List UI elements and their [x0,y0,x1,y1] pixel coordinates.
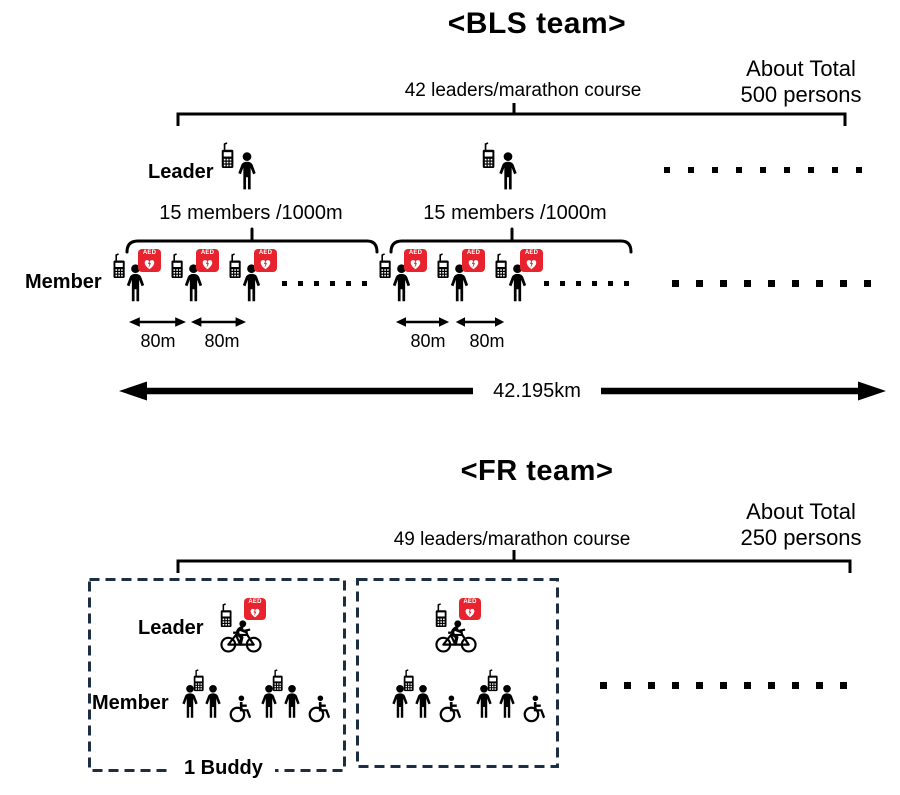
person-icon [495,680,519,723]
fr-unit-box [356,578,559,768]
bls-total-line1: About Total [746,56,856,81]
aed-icon: AED [138,249,161,272]
fr-total-line1: About Total [746,499,856,524]
wheelchair-icon [437,695,462,723]
fr-buddy-group [388,666,463,724]
wheelchair-icon [521,695,546,723]
fr-buddy-group [178,666,253,724]
aed-icon: AED [254,249,277,272]
fr-total-line2: 250 persons [740,525,862,550]
aed-icon: AED [459,598,481,620]
aed-icon: AED [520,249,543,272]
bls-members-brace-left [125,227,379,254]
aed-icon: AED [244,598,266,620]
aed-icon-label: AED [142,250,157,256]
fr-buddy-label: 1 Buddy [172,757,275,780]
cyclist-icon [430,620,482,653]
person-icon [201,680,225,723]
aed-icon-label: AED [463,599,477,605]
bls-member-unit: AED [434,248,486,304]
fr-leader-label: Leader [138,617,204,639]
spacing-label: 80m [140,331,176,351]
fr-leader-unit: AED [215,596,269,656]
bls-member-label: Member [25,271,102,293]
fr-title: <FR team> [460,455,614,487]
bls-leaders-bracket [176,103,847,126]
aed-icon: AED [196,249,219,272]
bls-total-line2: 500 persons [740,82,862,107]
spacing-arrow [395,315,450,329]
bls-leader-unit [220,140,264,190]
bls-member-unit: AED [376,248,428,304]
bls-members-note-left: 15 members /1000m [159,202,343,224]
fr-buddy-group [472,666,547,724]
spacing-label: 80m [469,331,505,351]
aed-icon-label: AED [466,250,481,256]
bls-title: <BLS team> [447,7,627,40]
bls-member-unit: AED [226,248,278,304]
fr-total-note: About Total 250 persons [722,499,880,551]
wheelchair-icon [306,695,331,723]
ellipsis-dots [600,682,847,689]
person-icon [472,680,496,723]
bls-total-note: About Total 500 persons [722,56,880,108]
wheelchair-icon [227,695,252,723]
course-length-arrow [119,381,886,401]
bls-leader-unit [481,140,525,190]
bls-leader-label: Leader [148,161,214,183]
person-icon [280,680,304,723]
spacing-arrow [190,315,247,329]
fr-buddy-group [257,666,332,724]
spacing-arrow [455,315,505,329]
bls-member-unit: AED [168,248,220,304]
aed-icon-label: AED [200,250,215,256]
ellipsis-dots [672,280,871,287]
ellipsis-dots [544,281,629,286]
bls-member-unit: AED [110,248,162,304]
bls-members-brace-right [389,227,633,254]
person-icon [233,152,261,190]
ellipsis-dots [664,167,862,173]
aed-icon-label: AED [524,250,539,256]
aed-icon-label: AED [248,599,262,605]
aed-icon: AED [404,249,427,272]
fr-leader-unit: AED [430,596,484,656]
cyclist-icon [215,620,267,653]
fr-member-label: Member [92,692,169,714]
aed-icon: AED [462,249,485,272]
spacing-label: 80m [410,331,446,351]
aed-icon-label: AED [408,250,423,256]
bls-member-unit: AED [492,248,544,304]
ellipsis-dots [282,281,367,286]
fr-leaders-note: 49 leaders/marathon course [393,529,631,550]
spacing-label: 80m [204,331,240,351]
bls-leaders-note: 42 leaders/marathon course [404,80,642,101]
course-length-label: 42.195km [493,380,581,402]
bls-members-note-right: 15 members /1000m [423,202,607,224]
aed-icon-label: AED [258,250,273,256]
person-icon [257,680,281,723]
person-icon [494,152,522,190]
fr-leaders-bracket [176,550,852,573]
person-icon [411,680,435,723]
person-icon [178,680,202,723]
spacing-arrow [128,315,187,329]
person-icon [388,680,412,723]
